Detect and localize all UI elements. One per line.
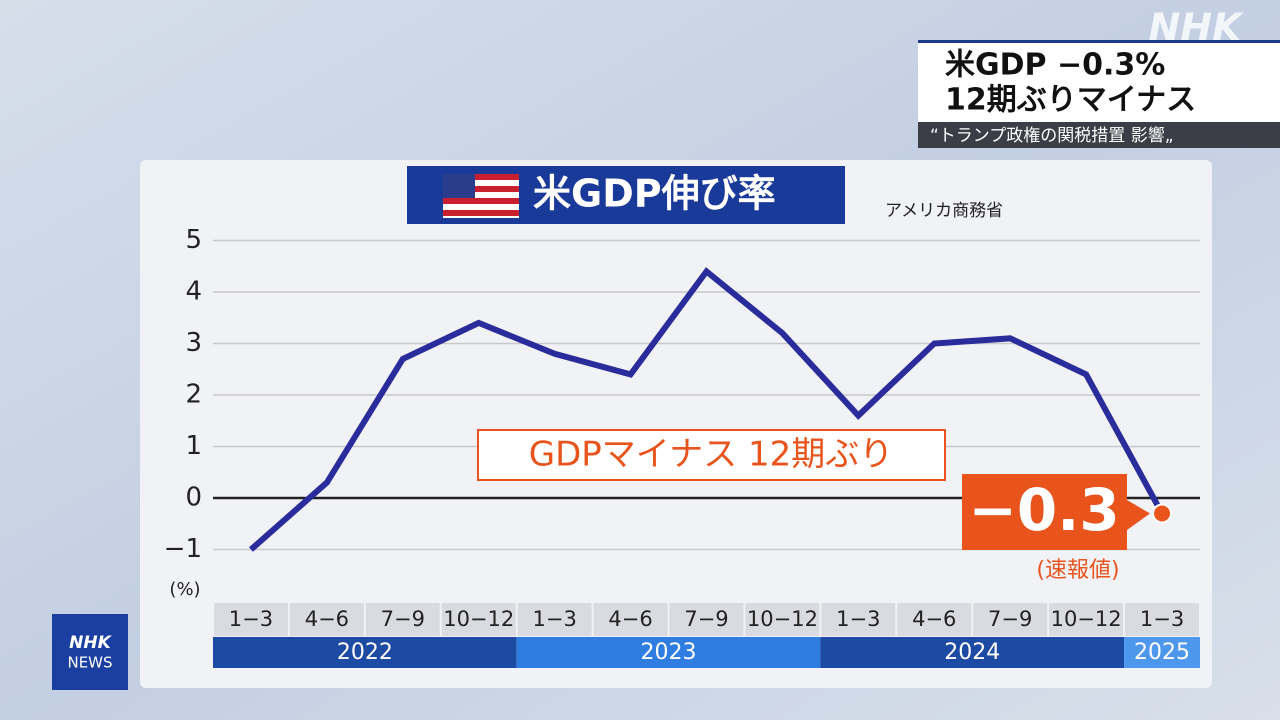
y-tick-label: −1 (164, 534, 202, 564)
source: アメリカ商務省 (885, 201, 1003, 221)
x-tick-label: 7−9 (381, 607, 425, 631)
value-note: (速報値) (1036, 558, 1119, 583)
headline: 米GDP −0.3% (945, 48, 1165, 83)
annotation-box (477, 429, 946, 481)
value-label: −0.3 (968, 476, 1119, 544)
x-tick-label: 10−12 (1051, 607, 1122, 631)
category-cell (821, 603, 896, 636)
y-tick-label: 4 (185, 277, 202, 307)
value-label-pointer (1127, 500, 1150, 530)
x-tick-label: 7−9 (684, 607, 728, 631)
annotation: GDPマイナス 12期ぶり (529, 435, 893, 475)
x-tick-label: 10−12 (443, 607, 514, 631)
y-tick-label: 1 (185, 431, 202, 461)
x-tick-label: 1−3 (836, 607, 880, 631)
category-cell (517, 603, 592, 636)
x-tick-label: 1−3 (1140, 607, 1184, 631)
value-label-box (962, 474, 1127, 550)
category-cell (669, 603, 744, 636)
highlight-point (1152, 503, 1173, 524)
badge-text: NHK (69, 633, 112, 653)
category-cell (1049, 603, 1124, 636)
headline-border (918, 40, 1280, 43)
x-tick-label: 4−6 (912, 607, 956, 631)
y-tick-label: 0 (185, 483, 202, 513)
headline-box (918, 40, 1280, 122)
x-tick-label: 4−6 (608, 607, 652, 631)
x-tick-label: 1−3 (229, 607, 273, 631)
y-tick-label: 2 (185, 380, 202, 410)
category-cell (441, 603, 516, 636)
headline: 12期ぶりマイナス (945, 83, 1196, 118)
year-cell (213, 637, 517, 668)
category-cell (365, 603, 440, 636)
year-cell (516, 637, 821, 668)
category-cell (897, 603, 972, 636)
x-tick-label: 1−3 (532, 607, 576, 631)
subheadline: “トランプ政権の関税措置 影響„ (930, 126, 1174, 146)
chart-title: 米GDP伸び率 (533, 172, 776, 216)
flag (443, 174, 519, 218)
category-cell (214, 603, 288, 636)
category-cell (593, 603, 668, 636)
y-tick-label: 5 (185, 225, 202, 255)
y-tick-label: 3 (185, 328, 202, 358)
category-cell (745, 603, 820, 636)
subheadline-bar (918, 122, 1280, 148)
category-cell (1125, 603, 1199, 636)
category-cell (289, 603, 364, 636)
year-cell (820, 637, 1125, 668)
y-unit: (%) (169, 579, 200, 600)
x-tick-label: 7−9 (988, 607, 1032, 631)
badge-text: NEWS (67, 654, 112, 672)
year-label: 2025 (1134, 640, 1190, 665)
news-badge (52, 614, 128, 690)
category-cell (973, 603, 1048, 636)
year-label: 2024 (944, 640, 1000, 665)
line (248, 267, 1165, 552)
year-label: 2023 (641, 640, 697, 665)
year-cell (1124, 637, 1200, 668)
x-tick-label: 4−6 (305, 607, 349, 631)
x-tick-label: 10−12 (747, 607, 818, 631)
year-label: 2022 (337, 640, 393, 665)
